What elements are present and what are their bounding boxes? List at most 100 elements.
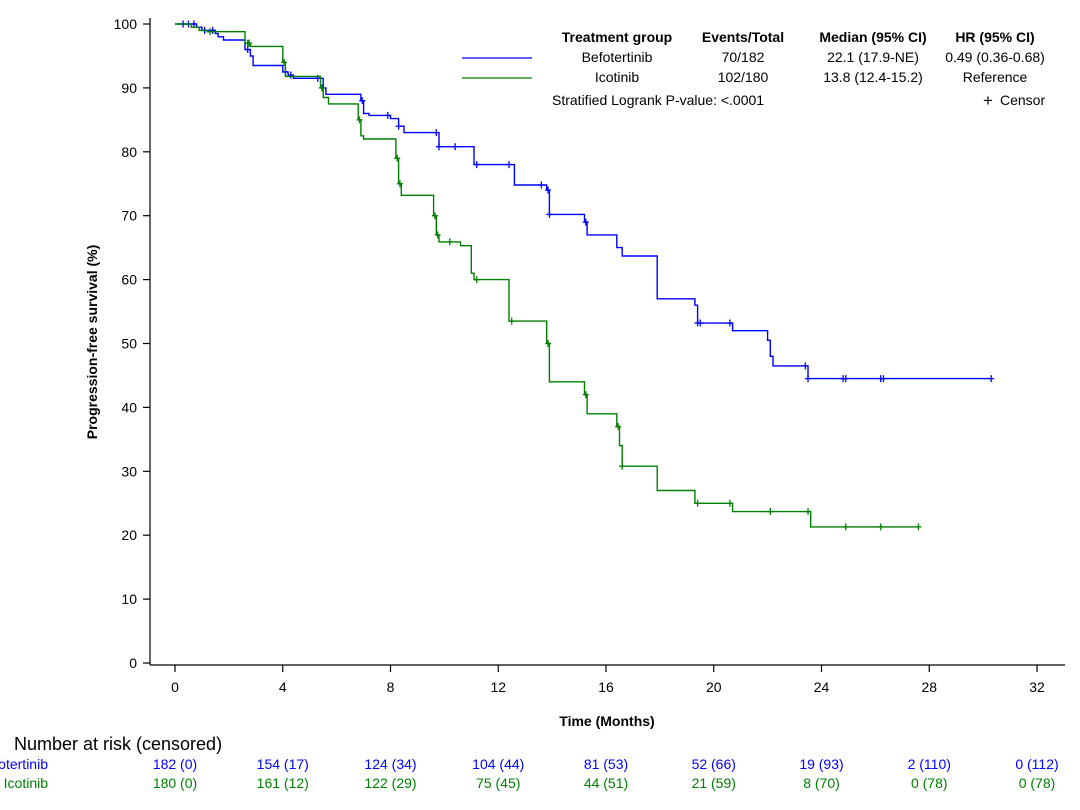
censor-mark-befotertinib — [726, 319, 733, 327]
x-tick-label: 16 — [598, 679, 614, 695]
legend-censor-symbol: + — [983, 91, 993, 110]
censor-mark-icotinib — [726, 499, 733, 507]
legend-name-icotinib: Icotinib — [595, 69, 640, 85]
risk-cell: 81 (53) — [583, 756, 629, 772]
risk-cell: 104 (44) — [472, 756, 525, 772]
censor-mark-befotertinib — [473, 161, 480, 169]
legend-median-icotinib: 13.8 (12.4-15.2) — [823, 69, 923, 85]
legend-events-icotinib: 102/180 — [718, 69, 769, 85]
censor-mark-icotinib — [615, 423, 622, 431]
risk-cell: 0 (112) — [1015, 756, 1059, 772]
censor-mark-icotinib — [582, 391, 589, 399]
legend-header-events: Events/Total — [702, 29, 784, 45]
legend-pvalue: Stratified Logrank P-value: <.0001 — [552, 92, 764, 108]
y-axis-label: Progression-free survival (%) — [84, 245, 100, 440]
x-tick-label: 28 — [921, 679, 937, 695]
series-layer — [175, 20, 995, 531]
censor-mark-befotertinib — [287, 71, 294, 79]
censor-mark-befotertinib — [452, 143, 459, 151]
y-tick-label: 100 — [114, 16, 138, 32]
risk-table-title: Number at risk (censored) — [14, 734, 223, 754]
censor-mark-icotinib — [434, 231, 441, 239]
x-tick-label: 4 — [279, 679, 287, 695]
censor-mark-icotinib — [805, 508, 812, 516]
censor-mark-icotinib — [394, 154, 401, 162]
risk-cell: 122 (29) — [364, 775, 417, 791]
risk-row-icotinib: Icotinib 180 (0) 161 (12) 122 (29) 75 (45) 44… — [0, 775, 1080, 793]
censor-mark-icotinib — [356, 116, 363, 124]
legend-header-median: Median (95% CI) — [819, 29, 926, 45]
censor-mark-befotertinib — [697, 319, 704, 327]
censor-mark-befotertinib — [384, 111, 391, 119]
censor-mark-icotinib — [508, 317, 515, 325]
risk-cell: 52 (66) — [691, 756, 736, 772]
risk-cell: 182 (0) — [152, 756, 198, 772]
risk-cell: 161 (12) — [256, 775, 309, 791]
censor-mark-befotertinib — [988, 375, 995, 383]
censor-mark-icotinib — [915, 523, 922, 531]
legend-events-befotertinib: 70/182 — [722, 49, 765, 65]
y-tick-label: 90 — [121, 80, 137, 96]
legend: Treatment group Events/Total Median (95%… — [462, 29, 1045, 110]
censor-mark-icotinib — [545, 340, 552, 347]
censor-mark-befotertinib — [545, 186, 552, 194]
censor-mark-icotinib — [877, 523, 884, 531]
y-tick-label: 80 — [121, 144, 137, 160]
legend-censor-label: Censor — [1000, 92, 1045, 108]
censor-mark-icotinib — [207, 28, 214, 36]
censor-mark-befotertinib — [209, 26, 216, 34]
censor-mark-icotinib — [473, 276, 480, 284]
x-axis-ticks: 0 4 8 12 16 20 24 28 32 — [171, 665, 1045, 695]
y-tick-label: 20 — [121, 527, 137, 543]
risk-cell: 180 (0) — [152, 775, 198, 791]
risk-cell: 154 (17) — [256, 756, 309, 772]
x-tick-label: 12 — [490, 679, 506, 695]
legend-hr-icotinib: Reference — [963, 69, 1028, 85]
risk-cell: 0 (78) — [910, 775, 948, 791]
censor-mark-befotertinib — [805, 375, 812, 383]
censor-mark-icotinib — [619, 462, 626, 470]
risk-row-befotertinib: Befotertinib 182 (0) 154 (17) 124 (34) 104 (… — [0, 756, 1080, 774]
y-tick-label: 50 — [121, 336, 137, 352]
risk-cell: 75 (45) — [476, 775, 521, 791]
censor-mark-befotertinib — [359, 97, 366, 105]
x-axis-label: Time (Months) — [559, 713, 654, 729]
risk-cell: 44 (51) — [583, 775, 629, 791]
y-tick-label: 10 — [121, 591, 137, 607]
y-axis-ticks: 0 10 20 30 40 50 60 70 80 90 100 — [114, 16, 150, 671]
censor-mark-befotertinib — [538, 181, 545, 189]
censor-mark-icotinib — [842, 523, 849, 531]
censor-mark-befotertinib — [582, 218, 589, 226]
y-tick-label: 60 — [121, 272, 137, 288]
censor-mark-befotertinib — [395, 122, 402, 130]
censor-mark-icotinib — [431, 212, 438, 220]
plot-frame — [149, 18, 1065, 666]
x-tick-label: 20 — [706, 679, 722, 695]
risk-cell: 0 (78) — [1018, 775, 1056, 791]
censor-mark-icotinib — [396, 180, 403, 188]
censor-mark-icotinib — [767, 508, 774, 516]
risk-row-label: Befotertinib — [0, 756, 48, 772]
x-tick-label: 0 — [171, 679, 179, 695]
legend-name-befotertinib: Befotertinib — [582, 49, 653, 65]
y-tick-label: 40 — [121, 399, 137, 415]
censor-mark-befotertinib — [244, 46, 251, 54]
y-tick-label: 30 — [121, 463, 137, 479]
censor-mark-icotinib — [318, 84, 325, 92]
censor-mark-befotertinib — [842, 375, 849, 383]
risk-cell: 8 (70) — [803, 775, 840, 791]
risk-cell: 124 (34) — [364, 756, 417, 772]
censor-mark-befotertinib — [506, 161, 513, 169]
x-tick-label: 32 — [1029, 679, 1045, 695]
km-curve-icotinib — [175, 23, 919, 528]
censor-mark-befotertinib — [435, 143, 442, 151]
censor-mark-befotertinib — [433, 129, 440, 137]
x-tick-label: 8 — [387, 679, 395, 695]
censor-mark-icotinib — [446, 238, 453, 246]
y-tick-label: 0 — [129, 655, 137, 671]
legend-hr-befotertinib: 0.49 (0.36-0.68) — [945, 49, 1045, 65]
censor-mark-icotinib — [246, 39, 253, 47]
risk-cell: 19 (93) — [799, 756, 844, 772]
y-tick-label: 70 — [121, 208, 137, 224]
censor-mark-befotertinib — [880, 375, 887, 383]
